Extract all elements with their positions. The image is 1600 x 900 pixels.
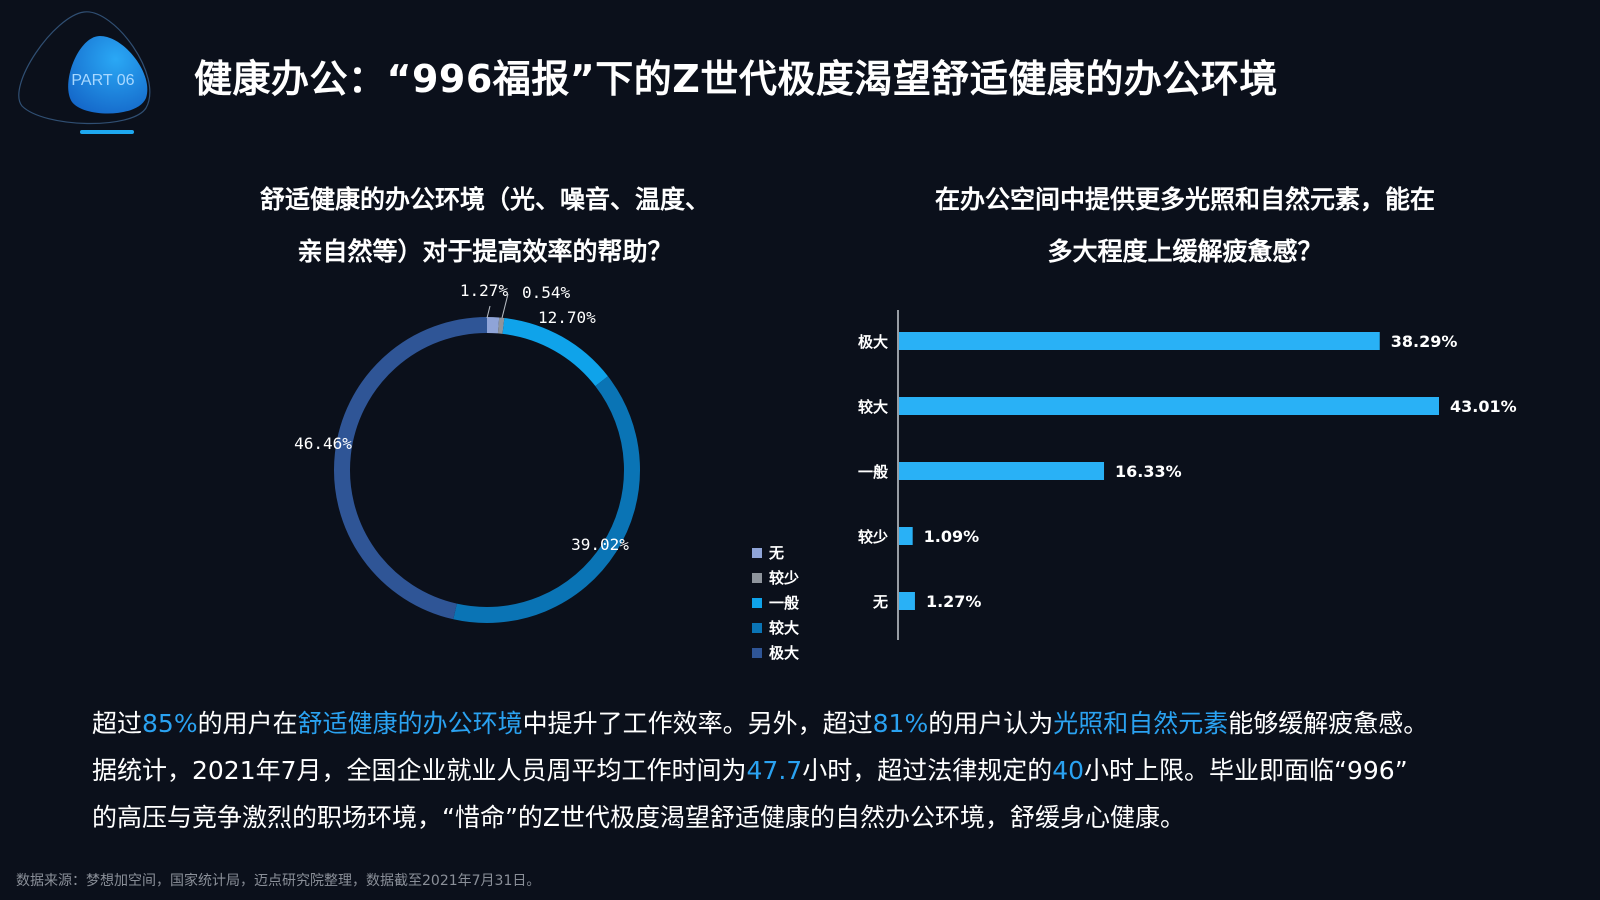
part-badge: PART 06 [18,11,151,125]
summary-text: 的用户在 [197,709,298,738]
legend-item: 一般 [752,590,799,615]
summary-text: 能够缓解疲惫感。 [1228,709,1429,738]
bar-value-label: 1.27% [926,592,982,611]
summary-line-3: 的高压与竞争激烈的职场环境，“惜命”的Z世代极度渴望舒适健康的自然办公环境，舒缓… [92,794,1552,841]
bar-2 [899,462,1105,480]
donut-data-label: 12.70% [538,308,596,327]
bar-chart-title: 在办公空间中提供更多光照和自然元素，能在 多大程度上缓解疲惫感？ [885,174,1485,278]
legend-swatch [752,572,762,583]
page-title: 健康办公：“996福报”下的Z世代极度渴望舒适健康的办公环境 [194,57,1278,101]
summary-text: 的高压与竞争激烈的职场环境，“惜命”的Z世代极度渴望舒适健康的自然办公环境，舒缓… [92,803,1186,832]
summary-text: 小时上限。毕业即面临“996” [1084,756,1408,785]
summary-highlight: 85% [142,709,198,738]
legend-label: 较大 [769,619,800,637]
legend-swatch [752,647,762,658]
bar-category-label: 一般 [858,463,888,481]
bar-chart: 极大 38.29% 较大 43.01% 一般 16.33% 较少 1.09% 无 1.27% [858,310,1517,640]
summary-line-1: 超过85%的用户在舒适健康的办公环境中提升了工作效率。另外，超过81%的用户认为… [92,700,1552,747]
legend-item: 极大 [752,640,799,665]
summary-highlight: 47.7 [746,756,803,785]
badge-text: PART 06 [71,72,134,89]
legend-item: 无 [752,540,799,565]
donut-leader-line [486,305,491,319]
bar-title-line1: 在办公空间中提供更多光照和自然元素，能在 [934,185,1435,214]
donut-data-label: 1.27% [460,281,509,300]
bar-category-label: 较少 [858,528,888,546]
bar-category-label: 无 [872,593,888,611]
badge-underline [80,130,134,134]
legend-label: 较少 [769,569,800,587]
donut-data-label: 46.46% [294,434,352,453]
summary-text: 中提升了工作效率。另外，超过 [522,709,873,738]
summary-paragraph: 超过85%的用户在舒适健康的办公环境中提升了工作效率。另外，超过81%的用户认为… [92,700,1552,841]
donut-legend: 无较少 一般 较大 极大 [752,540,799,665]
summary-highlight: 40 [1052,756,1085,785]
legend-swatch [752,622,762,633]
legend-label: 一般 [769,594,800,612]
donut-slice-4 [334,317,488,620]
bar-category-label: 极大 [858,333,888,351]
donut-title-line2: 亲自然等）对于提高效率的帮助？ [297,237,673,266]
donut-data-label: 0.54% [522,283,571,302]
bar-value-label: 1.09% [924,527,980,546]
summary-text: 的用户认为 [928,709,1054,738]
legend-label: 无 [769,544,785,562]
bar-3 [899,527,913,545]
summary-line-2: 据统计，2021年7月，全国企业就业人员周平均工作时间为47.7小时，超过法律规… [92,747,1552,794]
donut-chart: 1.27% 0.54% 12.70% 39.02% 46.46% [294,281,640,623]
bar-category-label: 较大 [858,398,888,416]
legend-label: 极大 [769,644,800,662]
legend-swatch [752,547,762,558]
legend-item: 较少 [752,565,799,590]
bar-value-label: 43.01% [1450,397,1517,416]
legend-swatch [752,597,762,608]
donut-slice-2 [502,317,608,387]
summary-text: 据统计，2021年7月，全国企业就业人员周平均工作时间为 [92,756,747,785]
bar-0 [899,332,1380,350]
legend-item: 较大 [752,615,799,640]
donut-data-label: 39.02% [571,535,629,554]
bar-value-label: 16.33% [1115,462,1182,481]
donut-leader-line [501,293,509,319]
summary-text: 超过 [92,709,143,738]
donut-slice-3 [453,376,640,623]
summary-highlight: 舒适健康的办公环境 [297,709,523,738]
bar-1 [899,397,1439,415]
bar-title-line2: 多大程度上缓解疲惫感？ [1047,237,1323,266]
summary-highlight: 81% [872,709,929,738]
summary-highlight: 光照和自然元素 [1053,709,1229,738]
donut-chart-title: 舒适健康的办公环境（光、噪音、温度、 亲自然等）对于提高效率的帮助？ [190,174,780,278]
summary-text: 小时，超过法律规定的 [802,756,1053,785]
donut-title-line1: 舒适健康的办公环境（光、噪音、温度、 [259,185,710,214]
data-source-note: 数据来源：梦想加空间，国家统计局，迈点研究院整理，数据截至2021年7月31日。 [16,873,541,889]
bar-value-label: 38.29% [1391,332,1458,351]
bar-4 [899,592,915,610]
